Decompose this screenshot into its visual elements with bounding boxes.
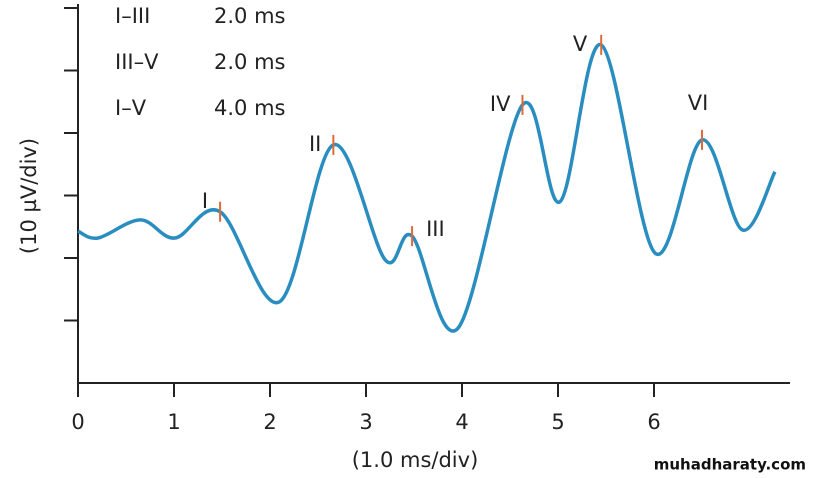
- x-tick-label: 2: [263, 410, 276, 434]
- interval-value: 2.0 ms: [214, 4, 285, 28]
- interval-label: III–V: [115, 50, 159, 74]
- watermark: muhadharaty.com: [654, 456, 806, 474]
- peak-label: V: [573, 32, 588, 56]
- interval-label: I–III: [115, 4, 150, 28]
- x-tick-label: 3: [359, 410, 372, 434]
- peak-label: VI: [688, 91, 709, 115]
- x-tick-label: 5: [551, 410, 564, 434]
- interval-value: 2.0 ms: [214, 50, 285, 74]
- peak-label: III: [426, 217, 445, 241]
- peak-label: I: [202, 189, 208, 213]
- waveform: [77, 43, 777, 333]
- peak-label: IV: [490, 92, 511, 116]
- x-tick-label: 6: [647, 410, 660, 434]
- interval-label: I–V: [115, 96, 147, 120]
- peak-label: II: [309, 132, 321, 156]
- x-tick-label: 4: [455, 410, 468, 434]
- x-tick-label: 1: [167, 410, 180, 434]
- x-tick-label: 0: [71, 410, 84, 434]
- y-axis-label: (10 µV/div): [17, 138, 41, 254]
- interval-value: 4.0 ms: [214, 96, 285, 120]
- x-axis-label: (1.0 ms/div): [352, 448, 479, 472]
